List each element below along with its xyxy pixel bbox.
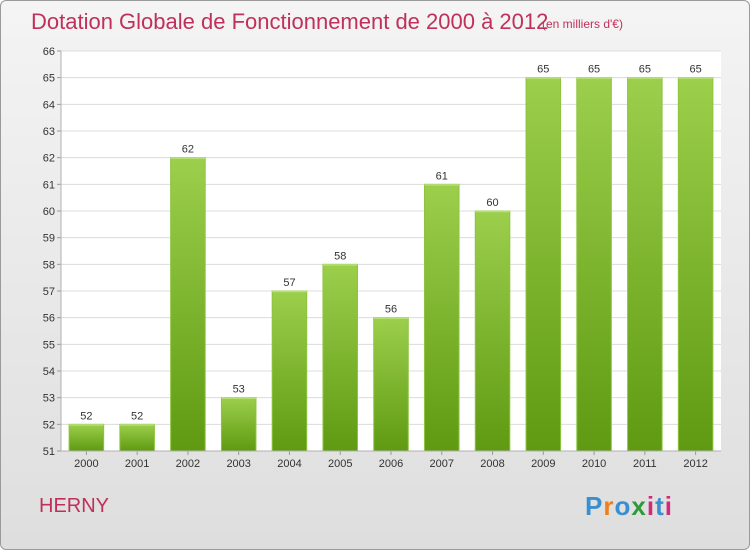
bar [322,263,358,452]
chart-unit: (en milliers d'€) [542,17,623,31]
bar [373,317,409,452]
label-layer: 51 52 53 54 55 56 57 58 59 60 61 62 63 64 65 66 52 2000 52… [43,46,708,470]
x-tick-label: 2006 [379,458,403,470]
bar [525,77,562,452]
bar [576,77,612,452]
bar [677,77,714,452]
y-tick-label: 62 [43,153,55,165]
logo-letter: i [664,491,673,521]
data-label: 65 [689,64,701,76]
bar [474,210,511,452]
town-name: HERNY [39,495,110,517]
proxiti-logo: Proxiti [585,491,673,522]
x-tick-label: 2002 [176,458,200,470]
logo-letter: x [631,491,647,521]
data-label: 56 [385,304,397,316]
data-label: 65 [537,64,549,76]
y-tick-label: 51 [43,446,55,458]
data-label: 61 [436,170,448,182]
bar-layer [68,77,714,452]
logo-letter: P [585,491,604,521]
x-tick-label: 2011 [633,458,657,470]
x-tick-label: 2000 [74,458,98,470]
data-label: 58 [334,250,346,262]
y-tick-label: 56 [43,313,55,325]
y-tick-label: 61 [43,179,55,191]
y-tick-label: 64 [43,99,55,111]
y-tick-label: 57 [43,286,55,298]
y-tick-label: 53 [43,393,55,405]
y-tick-label: 65 [43,73,55,85]
x-tick-label: 2008 [480,458,504,470]
y-tick-label: 52 [43,419,55,431]
logo-letter: i [646,491,656,521]
x-tick-label: 2001 [125,458,149,470]
x-tick-label: 2005 [328,458,352,470]
data-label: 52 [80,410,92,422]
logo-letter: o [614,491,632,521]
y-tick-label: 66 [43,46,55,58]
logo-letter: t [655,491,665,521]
data-label: 57 [283,277,295,289]
data-label: 62 [182,144,194,156]
x-tick-label: 2003 [226,458,250,470]
x-tick-label: 2010 [582,458,606,470]
bar [119,423,155,452]
data-label: 52 [131,410,143,422]
data-label: 65 [588,64,600,76]
logo-letter: r [603,491,615,521]
bar [424,183,460,452]
bar [220,397,257,452]
y-tick-label: 59 [43,233,55,245]
data-label: 53 [233,384,245,396]
x-tick-label: 2007 [430,458,454,470]
data-label: 60 [486,197,498,209]
bar [68,423,105,452]
bar [170,157,206,452]
y-tick-label: 55 [43,339,55,351]
bar [627,77,663,452]
chart-title: Dotation Globale de Fonctionnement de 20… [31,9,549,34]
bar [271,290,308,452]
y-tick-label: 63 [43,126,55,138]
y-tick-label: 58 [43,259,55,271]
y-tick-label: 54 [43,366,55,378]
x-tick-label: 2009 [531,458,555,470]
x-tick-label: 2012 [683,458,707,470]
y-tick-label: 60 [43,206,55,218]
x-tick-label: 2004 [277,458,301,470]
data-label: 65 [639,64,651,76]
